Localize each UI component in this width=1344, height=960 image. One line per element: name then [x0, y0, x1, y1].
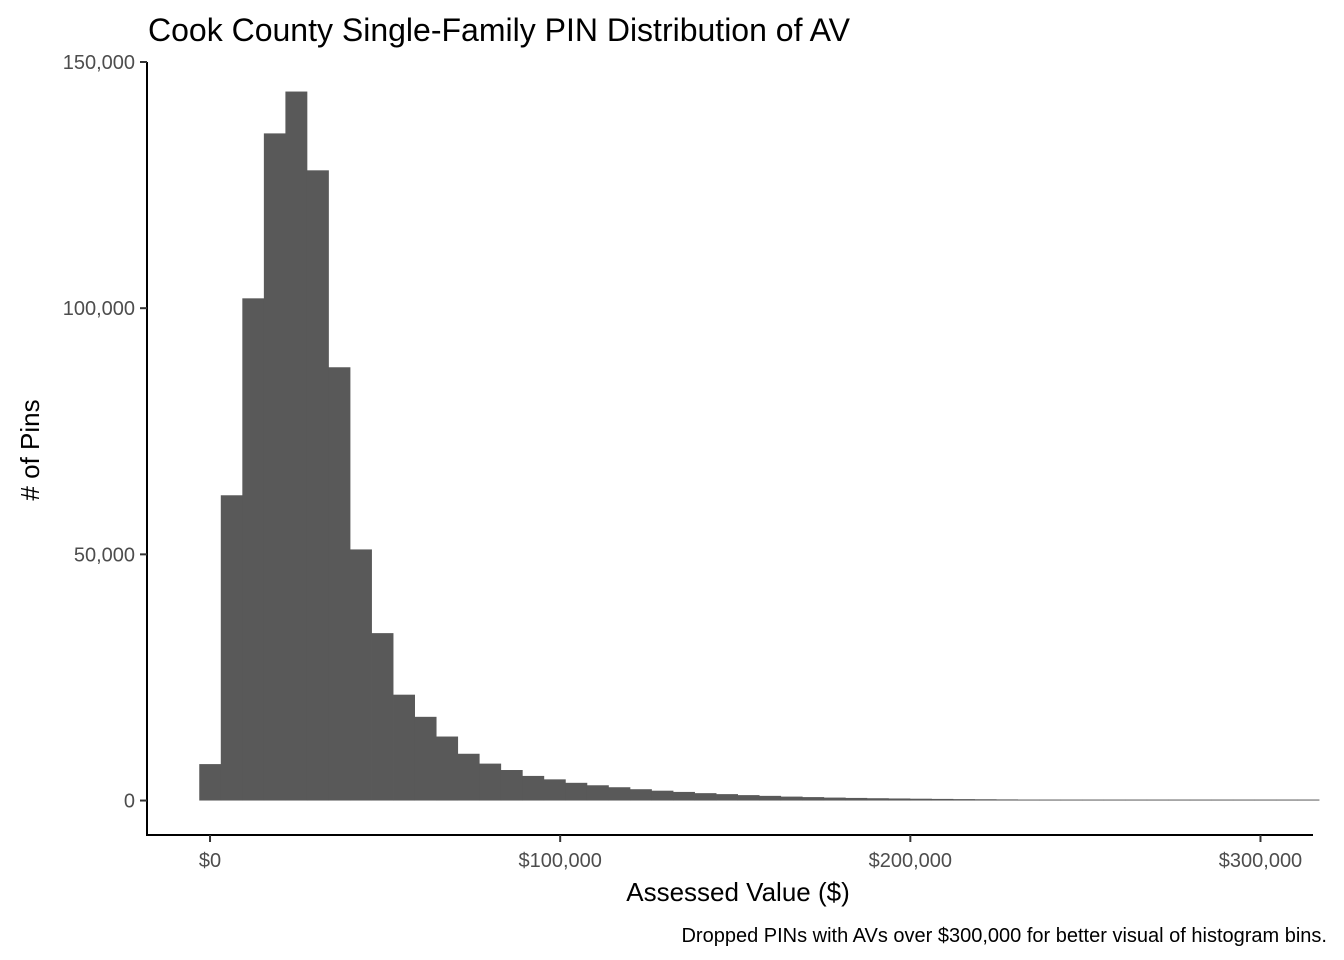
- histogram-bar: [1232, 799, 1255, 801]
- histogram-bar: [371, 633, 394, 801]
- histogram-bar: [1039, 799, 1062, 801]
- histogram-bar: [414, 716, 437, 801]
- histogram-bar: [974, 799, 997, 801]
- histogram-bar: [1103, 799, 1126, 801]
- histogram-bar: [737, 795, 760, 801]
- histogram-bar: [393, 694, 415, 801]
- histogram-bar: [436, 736, 459, 801]
- histogram-bar: [673, 791, 695, 801]
- histogram-bar: [306, 170, 329, 801]
- histogram-bar: [543, 779, 566, 801]
- histogram-bar: [716, 794, 739, 801]
- histogram-bar: [629, 789, 652, 801]
- histogram-bar: [1017, 799, 1040, 801]
- y-tick-label: 50,000: [74, 544, 135, 566]
- histogram-bar: [328, 367, 351, 801]
- histogram-bar: [845, 797, 868, 801]
- histogram-bars: [199, 91, 1320, 801]
- histogram-bar: [500, 770, 523, 801]
- histogram-bar: [651, 790, 674, 801]
- chart-title: Cook County Single-Family PIN Distributi…: [148, 12, 851, 48]
- histogram-bar: [1168, 799, 1191, 801]
- histogram-bar: [608, 787, 631, 801]
- x-axis-ticks: $0 $100,000 $200,000 $300,000: [199, 835, 1302, 872]
- histogram-bar: [694, 793, 717, 801]
- x-tick-label: $100,000: [518, 850, 601, 872]
- y-axis-label: # of Pins: [15, 399, 45, 500]
- histogram-bar: [1254, 799, 1277, 801]
- y-tick-label: 100,000: [63, 298, 135, 320]
- histogram-bar: [759, 795, 782, 801]
- histogram-bar: [1297, 799, 1320, 801]
- histogram-bar: [522, 775, 545, 801]
- histogram-bar: [996, 799, 1018, 801]
- y-tick-label: 150,000: [63, 52, 135, 74]
- y-tick-label: 0: [124, 791, 135, 813]
- chart-caption: Dropped PINs with AVs over $300,000 for …: [681, 925, 1327, 947]
- histogram-bar: [802, 797, 825, 801]
- histogram-bar: [220, 495, 243, 801]
- histogram-bar: [1060, 799, 1083, 801]
- x-axis-label: Assessed Value ($): [626, 877, 850, 907]
- histogram-bar: [199, 764, 222, 801]
- histogram-bar: [242, 298, 265, 801]
- histogram-bar: [1125, 799, 1148, 801]
- histogram-bar: [1082, 799, 1105, 801]
- histogram-bar: [457, 753, 480, 801]
- x-tick-label: $0: [199, 850, 221, 872]
- histogram-bar: [565, 782, 588, 801]
- histogram-bar: [909, 798, 932, 801]
- histogram-bar: [263, 133, 286, 801]
- x-tick-label: $300,000: [1219, 850, 1302, 872]
- y-axis-ticks: 0 50,000 100,000 150,000: [63, 52, 147, 813]
- histogram-bar: [350, 549, 372, 801]
- histogram-bar: [1146, 799, 1169, 801]
- histogram-bar: [285, 91, 308, 801]
- histogram-bar: [866, 798, 889, 801]
- histogram-bar: [586, 785, 609, 801]
- histogram-bar: [888, 798, 911, 801]
- histogram-bar: [1189, 799, 1212, 801]
- histogram-bar: [823, 797, 846, 801]
- histogram-bar: [931, 798, 954, 801]
- histogram-bar: [780, 796, 803, 801]
- histogram-bar: [1211, 799, 1234, 801]
- histogram-bar: [1275, 799, 1298, 801]
- histogram-bar: [952, 799, 975, 801]
- histogram-bar: [479, 763, 502, 801]
- x-tick-label: $200,000: [869, 850, 952, 872]
